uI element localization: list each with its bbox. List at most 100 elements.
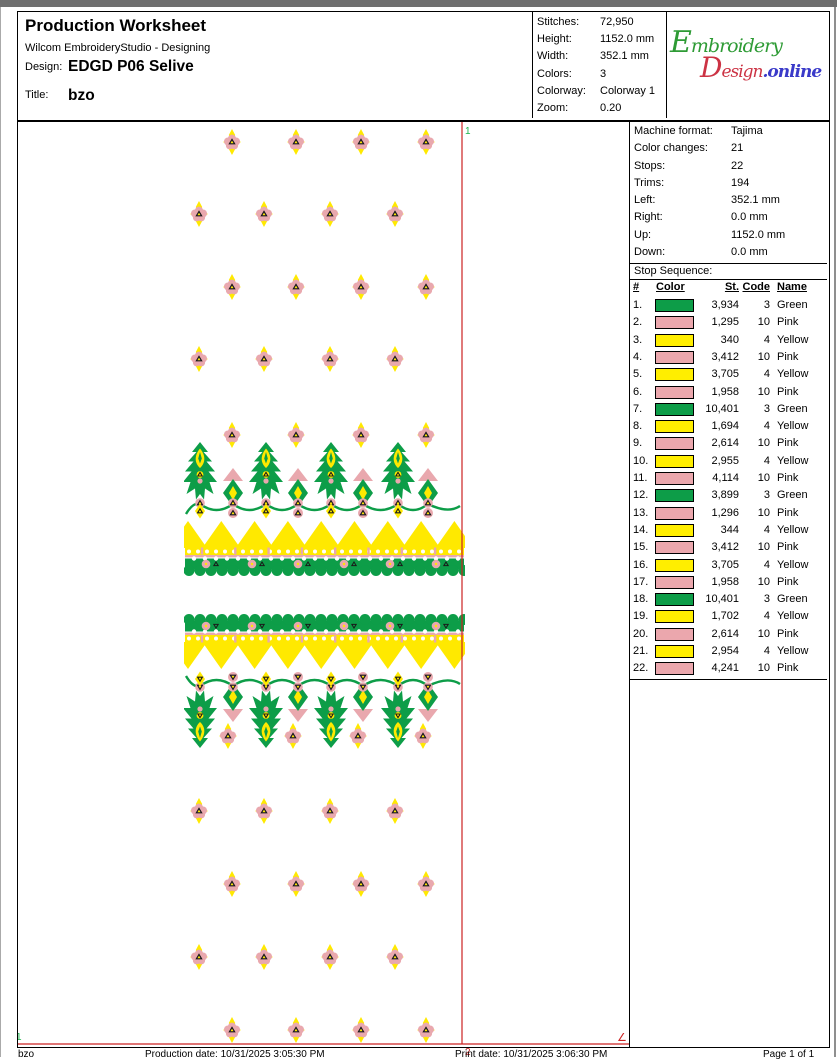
thread-name: Yellow	[777, 558, 809, 571]
stitch-count: 1,694	[711, 420, 739, 433]
stitch-count: 1,295	[711, 316, 739, 329]
stitch-count: 344	[720, 523, 739, 536]
stop-number: 16.	[633, 558, 649, 571]
stop-sequence-row: 16. 3,705 4 Yellow	[630, 557, 827, 574]
stat-row: Height: 1152.0 mm	[537, 33, 665, 50]
logo-word-embroidery: Embroidery	[670, 25, 783, 60]
stat-row: Colorway: Colorway 1	[537, 85, 665, 102]
field-value: 22	[731, 159, 744, 172]
color-swatch	[655, 437, 694, 451]
app-subtitle: Wilcom EmbroideryStudio - Designing	[25, 42, 211, 54]
thread-name: Yellow	[777, 420, 809, 433]
page-title: Production Worksheet	[25, 16, 207, 35]
stitch-count: 3,412	[711, 541, 739, 554]
stitch-count: 3,705	[711, 558, 739, 571]
stop-number: 21.	[633, 645, 649, 657]
thread-code: 10	[757, 575, 770, 588]
thread-code: 4	[763, 368, 770, 381]
stat-row: Width: 352.1 mm	[537, 50, 665, 67]
panel-divider	[630, 263, 827, 264]
thread-name: Pink	[777, 662, 799, 675]
thread-name: Yellow	[777, 333, 809, 346]
color-swatch	[655, 506, 694, 520]
machine-info-row: Up: 1152.0 mm	[634, 229, 824, 246]
color-swatch	[655, 523, 694, 537]
footer-production-date: Production date: 10/31/2025 3:05:30 PM	[145, 1049, 325, 1060]
thread-code: 10	[757, 541, 770, 554]
thread-code: 4	[763, 454, 770, 467]
thread-name: Pink	[777, 506, 799, 519]
window-right-edge	[834, 7, 836, 1057]
stop-sequence-row: 9. 2,614 10 Pink	[630, 435, 827, 452]
design-name: EDGD P06 Selive	[68, 58, 194, 75]
color-swatch	[655, 316, 694, 330]
stitch-count: 2,955	[711, 454, 739, 467]
stitch-count: 2,614	[711, 437, 739, 450]
window-left-edge	[0, 7, 1, 1057]
stop-sequence-row: 3. 340 4 Yellow	[630, 332, 827, 349]
machine-info-list: Machine format: Tajima Color changes: 21 Sto…	[634, 125, 824, 263]
thread-name: Green	[777, 593, 808, 606]
column-header-name: Name	[777, 281, 807, 293]
thread-code: 3	[763, 489, 770, 502]
machine-info-row: Down: 0.0 mm	[634, 246, 824, 263]
stitch-count: 1,702	[711, 610, 739, 623]
color-swatch	[655, 333, 694, 347]
thread-code: 4	[763, 333, 770, 346]
color-swatch	[655, 645, 694, 658]
logo-word-design-online: Design.online	[700, 51, 822, 84]
thread-name: Yellow	[777, 610, 809, 623]
stop-number: 19.	[633, 610, 649, 623]
thread-code: 4	[763, 558, 770, 571]
footer-print-date: Print date: 10/31/2025 3:06:30 PM	[455, 1049, 608, 1060]
header-divider	[666, 12, 667, 118]
stop-sequence-row: 21. 2,954 4 Yellow	[630, 643, 827, 660]
thread-name: Pink	[777, 350, 799, 363]
stitch-count: 1,958	[711, 575, 739, 588]
stop-number: 9.	[633, 437, 643, 450]
thread-name: Green	[777, 402, 808, 415]
design-stats-list: Stitches: 72,950 Height: 1152.0 mm Width: 352…	[537, 16, 665, 119]
thread-code: 10	[757, 662, 770, 675]
machine-info-panel: Machine format: Tajima Color changes: 21 Sto…	[629, 121, 830, 1048]
stitch-count: 3,934	[711, 299, 739, 311]
stat-row: Colors: 3	[537, 68, 665, 85]
field-value: 0.0 mm	[731, 211, 768, 224]
stop-sequence-row: 5. 3,705 4 Yellow	[630, 366, 827, 383]
field-value: 3	[600, 67, 607, 80]
stop-number: 1.	[633, 299, 643, 311]
machine-info-row: Color changes: 21	[634, 142, 824, 159]
stop-sequence-row: 14. 344 4 Yellow	[630, 522, 827, 539]
thread-name: Yellow	[777, 645, 809, 657]
design-preview-area	[17, 121, 631, 1048]
stop-number: 3.	[633, 333, 643, 346]
field-label: Height:	[537, 33, 572, 46]
thread-name: Yellow	[777, 454, 809, 467]
thread-name: Green	[777, 489, 808, 502]
color-swatch	[655, 385, 694, 399]
thread-name: Pink	[777, 316, 799, 329]
machine-info-row: Machine format: Tajima	[634, 125, 824, 142]
thread-name: Green	[777, 299, 808, 311]
stop-sequence-row: 4. 3,412 10 Pink	[630, 349, 827, 366]
stop-sequence-title: Stop Sequence:	[634, 265, 713, 277]
field-label: Stitches:	[537, 16, 580, 28]
stop-sequence-row: 18. 10,401 3 Green	[630, 591, 827, 608]
stop-sequence-row: 7. 10,401 3 Green	[630, 401, 827, 418]
title-label: Title:	[25, 89, 49, 101]
field-label: Stops:	[634, 159, 666, 172]
field-label: Down:	[634, 246, 666, 259]
field-value: 21	[731, 142, 744, 155]
thread-name: Pink	[777, 575, 799, 588]
field-label: Trims:	[634, 176, 665, 189]
field-value: 1152.0 mm	[600, 33, 655, 46]
color-swatch	[655, 454, 694, 468]
column-header-code: Code	[742, 281, 771, 293]
stop-sequence-row: 6. 1,958 10 Pink	[630, 384, 827, 401]
stop-sequence-header: # Color St. Code Name	[630, 280, 827, 296]
stop-sequence-row: 12. 3,899 3 Green	[630, 487, 827, 504]
column-header-st: St.	[724, 281, 739, 293]
thread-code: 3	[763, 593, 770, 606]
stop-number: 17.	[633, 575, 649, 588]
